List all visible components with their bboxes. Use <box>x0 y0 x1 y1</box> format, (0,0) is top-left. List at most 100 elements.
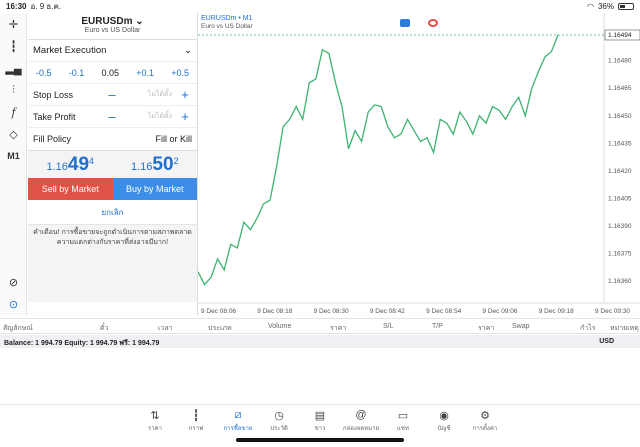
chart-title: EURUSDm • M1 <box>201 15 253 22</box>
zoom-icon[interactable]: ⊘ <box>8 276 19 289</box>
balance-text: Balance: 1 994.79 Equity: 1 994.79 ฟรี: … <box>4 340 160 347</box>
nav-history[interactable]: ◷ ประวัติ <box>257 409 301 433</box>
take-profit-row: Take Profit – ไม่ได้ตั้ง + <box>28 106 197 128</box>
col-tp[interactable]: T/P <box>432 323 443 330</box>
crosshair-icon[interactable]: ✛ <box>8 18 19 31</box>
col-sl[interactable]: S/L <box>383 323 394 330</box>
y-tick-label: 1.16420 <box>608 168 632 175</box>
fill-policy-label: Fill Policy <box>33 134 72 144</box>
chevron-down-icon: ⌄ <box>135 16 144 27</box>
nav-trade[interactable]: ⧄ การซื้อขาย <box>216 409 260 433</box>
y-tick-label: 1.16435 <box>608 140 632 147</box>
stop-loss-minus-button[interactable]: – <box>108 87 116 102</box>
buy-quote: 1.16 50 2 <box>130 154 179 175</box>
mailbox-icon: @ <box>355 409 367 421</box>
nav-mailbox[interactable]: @ กล่องจดหมาย <box>339 409 383 433</box>
nav-chat[interactable]: ▭ แชท <box>381 409 425 433</box>
chart-canvas: 1.16480 1.16465 1.16450 1.16435 1.16420 1.164… <box>198 13 640 315</box>
x-tick-label: 9 Dec 09:30 <box>595 308 630 315</box>
col-type[interactable]: ประเภท <box>208 325 232 332</box>
indicator-toggle-icon[interactable] <box>428 19 438 27</box>
x-tick-label: 9 Dec 09:18 <box>539 308 574 315</box>
stop-loss-label: Stop Loss <box>33 89 74 100</box>
x-tick-label: 9 Dec 08:30 <box>314 308 349 315</box>
nav-chart[interactable]: ┇ กราฟ <box>174 409 218 433</box>
order-panel: EURUSDm ⌄ Euro vs US Dollar Market Execu… <box>28 13 198 315</box>
indicators-icon[interactable]: ⫶ <box>12 83 15 96</box>
symbol-description: Euro vs US Dollar <box>84 27 141 34</box>
nav-settings[interactable]: ⚙ การตั้งค่า <box>463 409 507 433</box>
wifi-icon: ◠ <box>587 2 594 11</box>
price-series-line <box>198 34 559 286</box>
x-tick-label: 9 Dec 09:06 <box>482 308 517 315</box>
x-tick-label: 9 Dec 08:06 <box>201 308 236 315</box>
col-symbol[interactable]: สัญลักษณ์ <box>3 325 33 332</box>
y-tick-label: 1.16360 <box>608 278 632 285</box>
balance-row: Balance: 1 994.79 Equity: 1 994.79 ฟรี: … <box>0 335 640 348</box>
col-volume[interactable]: Volume <box>268 323 292 330</box>
chart-subtitle: Euro vs US Dollar <box>201 23 253 30</box>
status-date: อ. 9 ธ.ค. <box>30 2 62 11</box>
function-icon[interactable]: f <box>11 105 16 119</box>
one-click-trading-icon[interactable] <box>400 19 410 27</box>
bottom-navigation: ⇅ ราคา ┇ กราฟ ⧄ การซื้อขาย ◷ ประวัติ ▤ ข่าว @… <box>0 404 640 447</box>
warning-text: คำเตือน! การซื้อขายจะถูกดำเนินการตามสภาพ… <box>28 224 197 302</box>
x-tick-label: 9 Dec 08:18 <box>257 308 292 315</box>
fill-policy-value: Fill or Kill <box>155 134 192 144</box>
symbol-selector[interactable]: EURUSDm ⌄ Euro vs US Dollar <box>28 13 197 40</box>
status-time: 16:30 <box>6 2 27 11</box>
cancel-button[interactable]: ยกเลิก <box>101 207 124 217</box>
volume-value[interactable]: 0.05 <box>101 67 119 78</box>
volume-plus-01[interactable]: +0.1 <box>136 67 154 78</box>
sell-quote: 1.16 49 4 <box>46 154 95 175</box>
col-time[interactable]: เวลา <box>158 325 173 332</box>
chat-icon: ▭ <box>397 410 409 422</box>
battery-icon <box>618 3 634 10</box>
price-chart[interactable]: EURUSDm • M1 Euro vs US Dollar 1.16480 1.… <box>198 13 640 315</box>
fill-policy-row[interactable]: Fill Policy Fill or Kill <box>28 128 197 150</box>
bars-icon[interactable]: ▂▄ <box>5 62 22 75</box>
col-profit[interactable]: กำไร <box>580 325 596 332</box>
symbol-name: EURUSDm <box>81 16 133 27</box>
trade-panel-icon[interactable]: ⊙ <box>8 298 19 311</box>
history-icon: ◷ <box>274 410 284 422</box>
col-price-current[interactable]: ราคา <box>478 325 495 332</box>
take-profit-minus-button[interactable]: – <box>108 109 116 124</box>
battery-percent: 36% <box>597 2 614 11</box>
execution-type-select[interactable]: Market Execution ⌄ <box>28 40 197 62</box>
objects-icon[interactable]: ◇ <box>9 128 18 141</box>
quote-box: 1.16 49 4 1.16 50 2 <box>28 150 197 178</box>
quotes-icon: ⇅ <box>150 410 160 422</box>
nav-account[interactable]: ◉ บัญชี <box>422 409 466 433</box>
nav-quotes[interactable]: ⇅ ราคา <box>133 409 177 433</box>
candles-icon[interactable]: ┇ <box>10 40 17 53</box>
status-bar: 16:30 อ. 9 ธ.ค. ◠ 36% <box>0 0 640 13</box>
home-indicator <box>236 438 404 442</box>
buy-by-market-button[interactable]: Buy by Market <box>112 178 197 200</box>
volume-row: -0.5 -0.1 0.05 +0.1 +0.5 <box>28 62 197 84</box>
timeframe-button[interactable]: M1 <box>7 151 20 161</box>
x-tick-label: 9 Dec 08:42 <box>370 308 405 315</box>
account-icon: ◉ <box>439 410 449 422</box>
nav-news[interactable]: ▤ ข่าว <box>298 409 342 433</box>
col-swap[interactable]: Swap <box>512 323 530 330</box>
col-ticket[interactable]: ตั๋ว <box>100 325 109 332</box>
stop-loss-row: Stop Loss – ไม่ได้ตั้ง + <box>28 84 197 106</box>
sell-by-market-button[interactable]: Sell by Market <box>28 178 113 200</box>
positions-table-header: สัญลักษณ์ ตั๋ว เวลา ประเภท Volume ราคา S… <box>0 318 640 334</box>
trade-icon: ⧄ <box>234 409 242 421</box>
stop-loss-input[interactable]: ไม่ได้ตั้ง <box>147 91 172 98</box>
y-tick-label: 1.16465 <box>608 85 632 92</box>
settings-icon: ⚙ <box>480 410 490 422</box>
volume-minus-01[interactable]: -0.1 <box>68 67 85 78</box>
take-profit-plus-button[interactable]: + <box>181 109 189 124</box>
y-tick-label: 1.16450 <box>608 113 632 120</box>
y-tick-label: 1.16405 <box>608 195 632 202</box>
take-profit-input[interactable]: ไม่ได้ตั้ง <box>147 113 172 120</box>
volume-minus-05[interactable]: -0.5 <box>36 67 52 78</box>
stop-loss-plus-button[interactable]: + <box>181 87 189 102</box>
volume-plus-05[interactable]: +0.5 <box>171 67 189 78</box>
col-comment[interactable]: หมายเหตุ <box>610 325 639 332</box>
y-tick-label: 1.16375 <box>608 250 632 257</box>
col-price[interactable]: ราคา <box>330 325 347 332</box>
